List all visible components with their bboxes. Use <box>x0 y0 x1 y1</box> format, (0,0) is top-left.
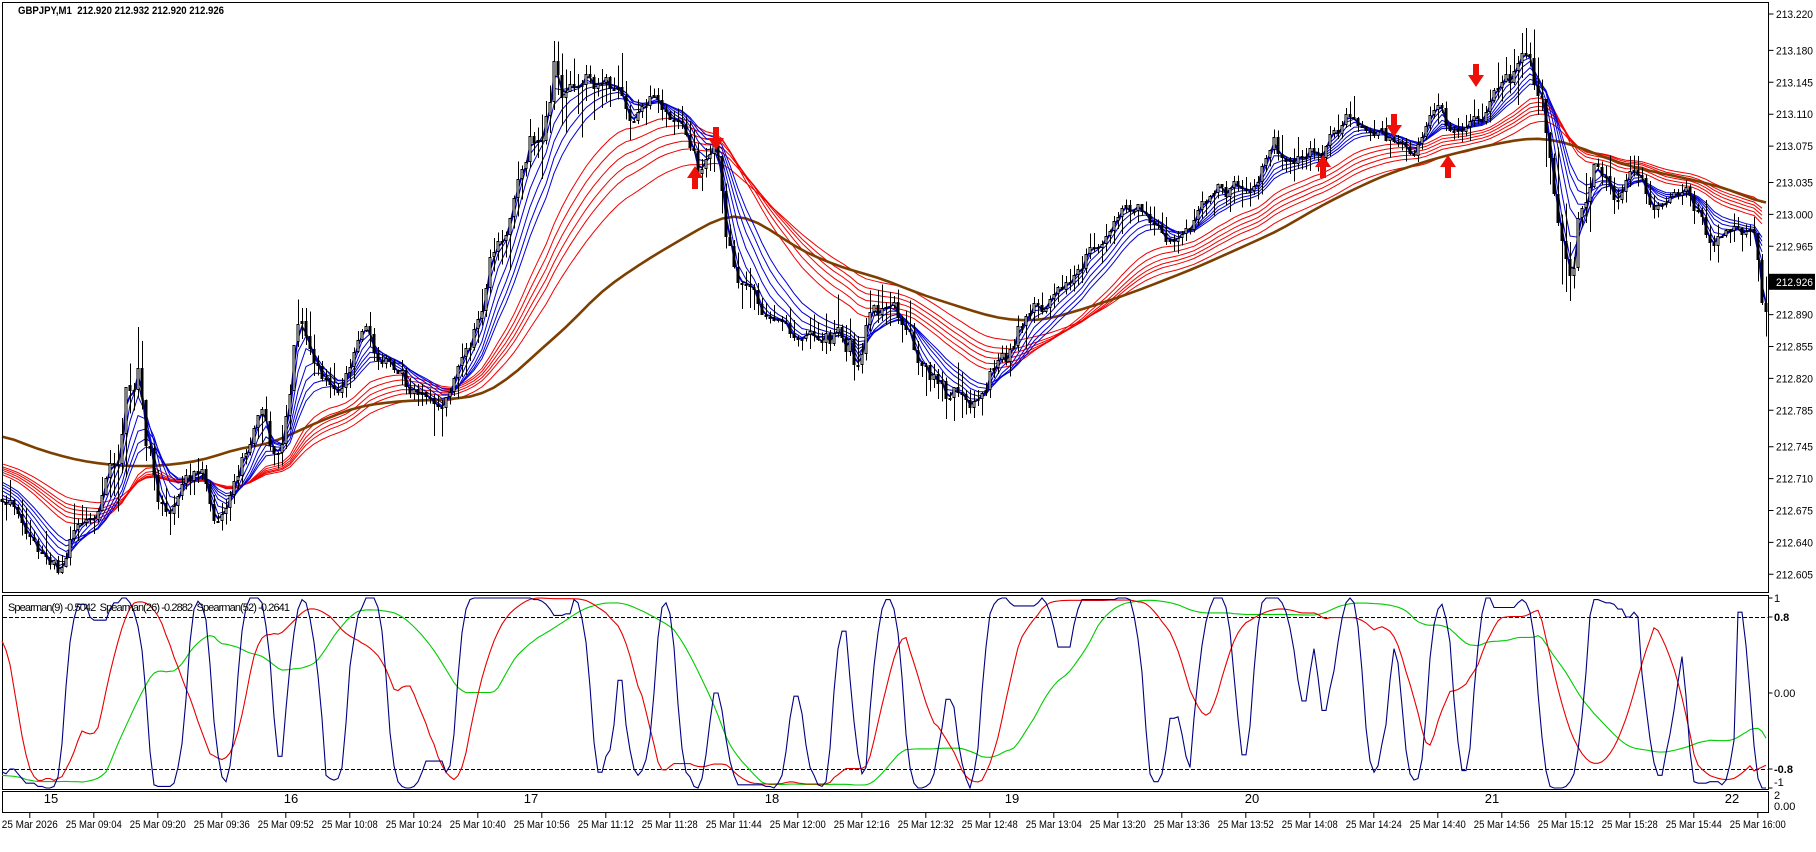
svg-text:25 Mar 14:24: 25 Mar 14:24 <box>1346 819 1402 831</box>
svg-text:0.00: 0.00 <box>1774 801 1795 813</box>
svg-text:25 Mar 11:44: 25 Mar 11:44 <box>706 819 762 831</box>
svg-text:21: 21 <box>1485 791 1499 806</box>
svg-text:25 Mar 11:12: 25 Mar 11:12 <box>578 819 634 831</box>
svg-text:213.110: 213.110 <box>1776 109 1813 121</box>
svg-text:25 Mar 09:52: 25 Mar 09:52 <box>258 819 314 831</box>
svg-text:212.855: 212.855 <box>1776 342 1813 354</box>
svg-text:25 Mar 13:20: 25 Mar 13:20 <box>1090 819 1146 831</box>
svg-text:212.785: 212.785 <box>1776 405 1813 417</box>
svg-text:25 Mar 09:36: 25 Mar 09:36 <box>194 819 250 831</box>
svg-text:212.640: 212.640 <box>1776 537 1813 549</box>
svg-text:212.926: 212.926 <box>1776 277 1813 289</box>
svg-text:213.035: 213.035 <box>1776 178 1813 190</box>
svg-text:212.605: 212.605 <box>1776 569 1813 581</box>
svg-text:213.180: 213.180 <box>1776 45 1813 57</box>
svg-text:212.820: 212.820 <box>1776 373 1813 385</box>
svg-text:25 Mar 13:36: 25 Mar 13:36 <box>1154 819 1210 831</box>
svg-text:1: 1 <box>1774 593 1780 605</box>
svg-text:25 Mar 12:00: 25 Mar 12:00 <box>770 819 826 831</box>
svg-text:212.965: 212.965 <box>1776 241 1813 253</box>
svg-text:25 Mar 10:40: 25 Mar 10:40 <box>450 819 506 831</box>
svg-text:25 Mar 16:00: 25 Mar 16:00 <box>1730 819 1786 831</box>
svg-text:-1: -1 <box>1774 777 1784 789</box>
svg-text:22: 22 <box>1725 791 1739 806</box>
svg-text:16: 16 <box>284 791 298 806</box>
svg-text:25 Mar 10:08: 25 Mar 10:08 <box>322 819 378 831</box>
svg-text:18: 18 <box>765 791 779 806</box>
svg-text:213.220: 213.220 <box>1776 9 1813 21</box>
svg-text:213.145: 213.145 <box>1776 77 1813 89</box>
svg-text:25 Mar 15:44: 25 Mar 15:44 <box>1666 819 1722 831</box>
svg-text:20: 20 <box>1245 791 1259 806</box>
svg-text:25 Mar 10:24: 25 Mar 10:24 <box>386 819 442 831</box>
svg-text:0.8: 0.8 <box>1774 612 1789 624</box>
svg-text:25 Mar 11:28: 25 Mar 11:28 <box>642 819 698 831</box>
svg-text:25 Mar 13:52: 25 Mar 13:52 <box>1218 819 1274 831</box>
svg-text:213.000: 213.000 <box>1776 209 1813 221</box>
svg-text:212.710: 212.710 <box>1776 474 1813 486</box>
svg-text:GBPJPY,M1 212.920 212.932 212: GBPJPY,M1 212.920 212.932 212.920 212.92… <box>18 5 224 17</box>
svg-text:15: 15 <box>44 791 58 806</box>
svg-text:25 Mar 10:56: 25 Mar 10:56 <box>514 819 570 831</box>
svg-text:213.075: 213.075 <box>1776 141 1813 153</box>
svg-text:2: 2 <box>1774 790 1780 802</box>
svg-text:25 Mar 12:48: 25 Mar 12:48 <box>962 819 1018 831</box>
svg-text:0.00: 0.00 <box>1774 688 1795 700</box>
svg-text:25 Mar 14:08: 25 Mar 14:08 <box>1282 819 1338 831</box>
svg-text:25 Mar 13:04: 25 Mar 13:04 <box>1026 819 1082 831</box>
svg-text:19: 19 <box>1005 791 1019 806</box>
svg-text:25 Mar 15:12: 25 Mar 15:12 <box>1538 819 1594 831</box>
svg-text:-0.8: -0.8 <box>1774 764 1793 776</box>
svg-text:25 Mar 15:28: 25 Mar 15:28 <box>1602 819 1658 831</box>
svg-text:25 Mar 2026: 25 Mar 2026 <box>2 819 58 831</box>
svg-text:25 Mar 12:32: 25 Mar 12:32 <box>898 819 954 831</box>
svg-text:25 Mar 09:04: 25 Mar 09:04 <box>66 819 122 831</box>
svg-text:212.675: 212.675 <box>1776 506 1813 518</box>
svg-text:212.745: 212.745 <box>1776 442 1813 454</box>
svg-text:25 Mar 09:20: 25 Mar 09:20 <box>130 819 186 831</box>
svg-text:25 Mar 14:40: 25 Mar 14:40 <box>1410 819 1466 831</box>
svg-text:Spearman(9) -0.5042 Spearman(: Spearman(9) -0.5042 Spearman(26) -0.2882… <box>8 602 290 614</box>
svg-text:25 Mar 14:56: 25 Mar 14:56 <box>1474 819 1530 831</box>
svg-text:25 Mar 12:16: 25 Mar 12:16 <box>834 819 890 831</box>
svg-text:17: 17 <box>524 791 538 806</box>
svg-text:212.890: 212.890 <box>1776 310 1813 322</box>
